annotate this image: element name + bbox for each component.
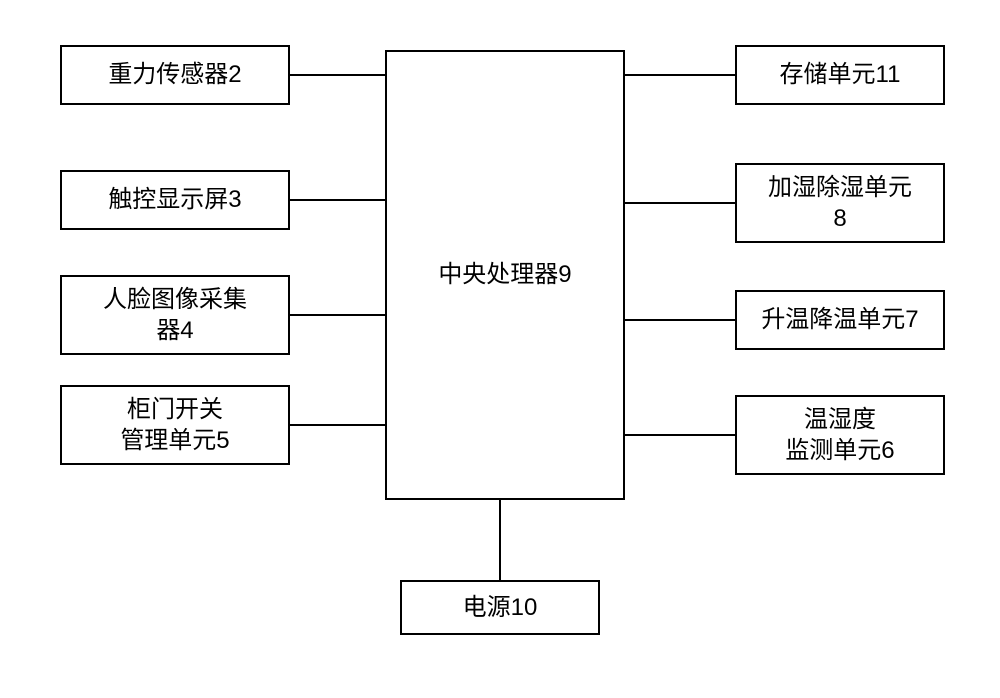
center-label: 中央处理器9 — [438, 259, 571, 290]
edge-left1 — [290, 74, 385, 76]
left-node-2: 触控显示屏3 — [60, 170, 290, 230]
right-node-3: 升温降温单元7 — [735, 290, 945, 350]
left-node-1: 重力传感器2 — [60, 45, 290, 105]
left-label-1: 重力传感器2 — [108, 59, 241, 90]
edge-left3 — [290, 314, 385, 316]
bottom-node: 电源10 — [400, 580, 600, 635]
bottom-label: 电源10 — [463, 592, 538, 623]
right-node-1: 存储单元11 — [735, 45, 945, 105]
left-node-4: 柜门开关 管理单元5 — [60, 385, 290, 465]
right-label-2: 加湿除湿单元 8 — [768, 172, 912, 234]
edge-right2 — [625, 202, 735, 204]
right-label-3: 升温降温单元7 — [761, 304, 918, 335]
edge-left4 — [290, 424, 385, 426]
left-label-3: 人脸图像采集 器4 — [103, 284, 247, 346]
edge-right4 — [625, 434, 735, 436]
edge-right3 — [625, 319, 735, 321]
right-node-4: 温湿度 监测单元6 — [735, 395, 945, 475]
edge-left2 — [290, 199, 385, 201]
left-label-4: 柜门开关 管理单元5 — [120, 394, 229, 456]
right-node-2: 加湿除湿单元 8 — [735, 163, 945, 243]
right-label-4: 温湿度 监测单元6 — [785, 404, 894, 466]
left-label-2: 触控显示屏3 — [108, 184, 241, 215]
right-label-1: 存储单元11 — [780, 59, 901, 90]
left-node-3: 人脸图像采集 器4 — [60, 275, 290, 355]
center-node: 中央处理器9 — [385, 50, 625, 500]
edge-bottom — [499, 500, 501, 580]
edge-right1 — [625, 74, 735, 76]
